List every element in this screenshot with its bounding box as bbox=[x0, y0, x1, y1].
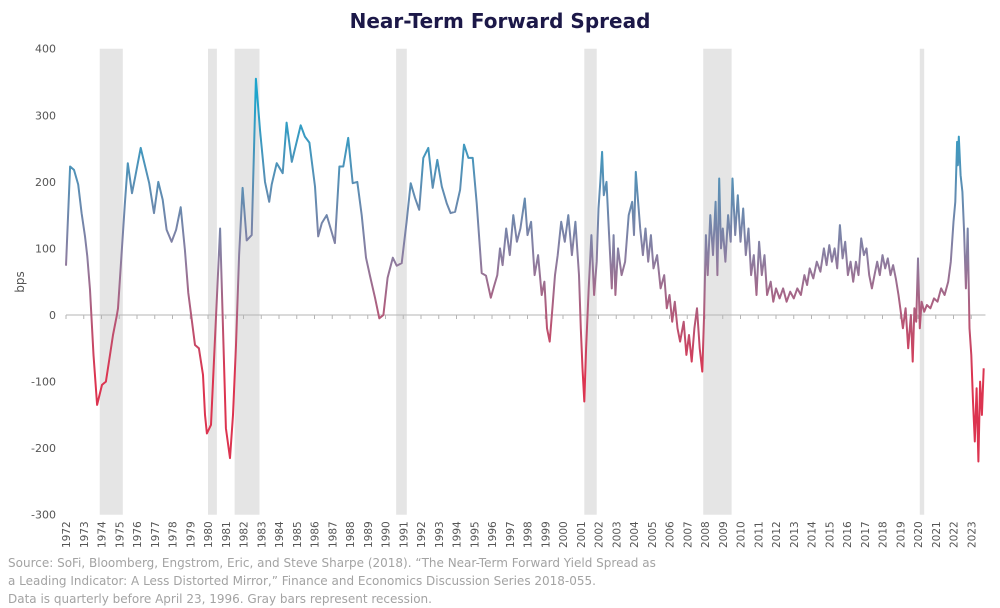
x-tick-label: 1979 bbox=[185, 521, 197, 548]
y-tick-label: 400 bbox=[35, 43, 56, 56]
chart-title: Near-Term Forward Spread bbox=[349, 9, 651, 33]
recession-bar bbox=[919, 48, 925, 515]
x-tick-label: 1984 bbox=[274, 521, 286, 548]
x-tick-label: 1988 bbox=[345, 521, 357, 548]
x-tick-label: 2006 bbox=[665, 521, 677, 548]
x-tick-label: 1978 bbox=[168, 521, 180, 548]
x-tick-label: 2018 bbox=[878, 521, 890, 548]
x-tick-label: 2013 bbox=[789, 521, 801, 548]
x-tick-label: 1997 bbox=[505, 521, 517, 548]
x-tick-label: 1994 bbox=[452, 521, 464, 548]
source-note-line-1: Source: SoFi, Bloomberg, Engstrom, Eric,… bbox=[8, 556, 656, 570]
y-tick-label: -200 bbox=[31, 442, 56, 455]
recession-bar bbox=[703, 48, 732, 515]
x-tick-label: 1996 bbox=[487, 521, 499, 548]
spread-series-line bbox=[65, 77, 985, 463]
x-tick-label: 1983 bbox=[256, 521, 268, 548]
x-tick-label: 1982 bbox=[239, 521, 251, 548]
x-tick-label: 1989 bbox=[363, 521, 375, 548]
x-tick-label: 1993 bbox=[434, 521, 446, 548]
x-tick-label: 2019 bbox=[895, 521, 907, 548]
x-tick-label: 1977 bbox=[150, 521, 162, 548]
y-tick-label: 300 bbox=[35, 109, 56, 122]
x-tick-label: 1998 bbox=[523, 521, 535, 548]
x-tick-label: 2016 bbox=[842, 521, 854, 548]
recession-bar bbox=[584, 48, 597, 515]
x-tick-label: 1999 bbox=[540, 521, 552, 548]
y-tick-label: 0 bbox=[49, 309, 56, 322]
y-tick-label: -300 bbox=[31, 509, 56, 522]
y-tick-label: -100 bbox=[31, 376, 56, 389]
x-tick-label: 2022 bbox=[949, 521, 961, 548]
x-tick-label: 2012 bbox=[771, 521, 783, 548]
y-tick-label: 100 bbox=[35, 242, 56, 255]
y-tick-label: 200 bbox=[35, 176, 56, 189]
x-tick-label: 2007 bbox=[682, 521, 694, 548]
x-tick-label: 1986 bbox=[310, 521, 322, 548]
source-note-line-2: a Leading Indicator: A Less Distorted Mi… bbox=[8, 574, 596, 588]
x-tick-label: 2023 bbox=[966, 521, 978, 548]
x-tick-label: 1990 bbox=[381, 521, 393, 548]
x-tick-label: 1975 bbox=[114, 521, 126, 548]
x-tick-label: 1992 bbox=[416, 521, 428, 548]
x-tick-label: 2015 bbox=[824, 521, 836, 548]
x-tick-label: 1991 bbox=[398, 521, 410, 548]
x-tick-label: 1972 bbox=[61, 521, 73, 548]
x-tick-label: 2005 bbox=[647, 521, 659, 548]
recession-bar bbox=[208, 48, 217, 515]
x-tick-label: 2020 bbox=[913, 521, 925, 548]
x-tick-label: 1973 bbox=[79, 521, 91, 548]
x-tick-label: 1974 bbox=[97, 521, 109, 548]
x-tick-label: 2000 bbox=[558, 521, 570, 548]
x-tick-label: 1976 bbox=[132, 521, 144, 548]
x-tick-label: 2009 bbox=[718, 521, 730, 548]
source-note-line-3: Data is quarterly before April 23, 1996.… bbox=[8, 592, 432, 606]
recession-bar bbox=[99, 48, 123, 515]
x-tick-label: 1981 bbox=[221, 521, 233, 548]
x-tick-label: 2008 bbox=[700, 521, 712, 548]
x-tick-label: 2002 bbox=[594, 521, 606, 548]
x-tick-label: 2004 bbox=[629, 521, 641, 548]
x-tick-label: 2011 bbox=[753, 521, 765, 548]
x-tick-label: 2003 bbox=[611, 521, 623, 548]
x-tick-label: 1980 bbox=[203, 521, 215, 548]
y-axis-label: bps bbox=[13, 271, 27, 293]
recession-bar bbox=[396, 48, 407, 515]
x-tick-label: 2014 bbox=[807, 521, 819, 548]
x-tick-label: 2017 bbox=[860, 521, 872, 548]
x-tick-label: 2001 bbox=[576, 521, 588, 548]
x-tick-label: 1987 bbox=[327, 521, 339, 548]
x-tick-label: 1985 bbox=[292, 521, 304, 548]
x-tick-label: 2021 bbox=[931, 521, 943, 548]
x-tick-label: 2010 bbox=[736, 521, 748, 548]
x-tick-label: 1995 bbox=[469, 521, 481, 548]
